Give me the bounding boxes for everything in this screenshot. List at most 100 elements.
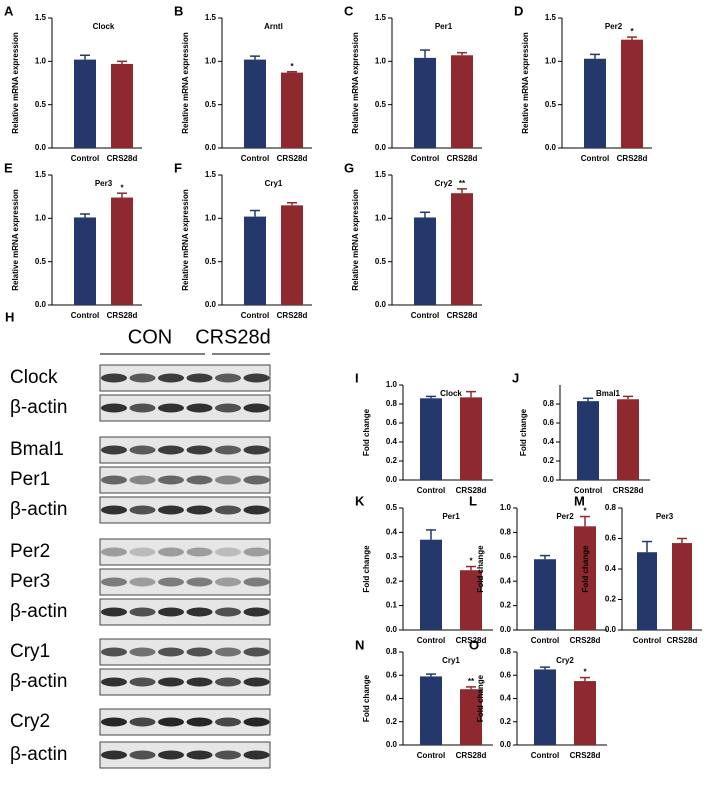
blot-band — [186, 717, 213, 727]
y-tick-label: 0.2 — [605, 595, 617, 604]
blot-band — [215, 373, 241, 383]
y-tick-label: 1.5 — [205, 170, 217, 179]
y-tick-label: 1.5 — [35, 170, 47, 179]
chart-title: Clock — [93, 22, 115, 31]
bar — [574, 526, 596, 630]
blot-strip — [99, 668, 271, 696]
y-tick-label: 0.6 — [500, 670, 512, 679]
blot-band — [243, 577, 270, 587]
y-tick-label: 0.8 — [605, 503, 617, 512]
x-tick-label: CRS28d — [447, 154, 478, 163]
bar — [281, 205, 303, 305]
y-axis-label: Relative mRNA expression — [181, 32, 190, 134]
bar — [451, 55, 473, 149]
significance: * — [630, 27, 634, 36]
blot-band — [243, 717, 270, 727]
blot-band — [101, 403, 127, 413]
blot-row-label: Cry2 — [10, 711, 50, 732]
y-tick-label: 0.2 — [386, 717, 398, 726]
x-tick-label: Control — [241, 311, 269, 320]
blot-band — [158, 607, 184, 617]
x-tick-label: CRS28d — [570, 636, 601, 645]
blot-band — [158, 717, 184, 727]
x-tick-label: CRS28d — [277, 154, 308, 163]
blot-row-label: β-actin — [10, 601, 67, 622]
panel-letter: I — [355, 370, 359, 385]
chart-title: Cry2 — [556, 656, 574, 665]
bar — [420, 398, 442, 480]
y-tick-label: 0.4 — [386, 528, 398, 537]
y-tick-label: 1.5 — [375, 170, 387, 179]
chart-title: Per2 — [605, 22, 623, 31]
bar — [534, 559, 556, 630]
y-tick-label: 0.2 — [500, 601, 512, 610]
panel-letter: O — [469, 637, 479, 652]
x-tick-label: Control — [417, 636, 445, 645]
blot-band — [101, 475, 127, 485]
y-axis-label: Relative mRNA expression — [521, 32, 530, 134]
blot-band — [186, 677, 213, 687]
x-tick-label: CRS28d — [617, 154, 648, 163]
blot-band — [186, 547, 213, 557]
blot-band — [158, 647, 184, 657]
y-tick-label: 0.6 — [543, 418, 555, 427]
bar — [451, 193, 473, 305]
bar — [74, 59, 96, 148]
y-tick-label: 0.0 — [35, 300, 47, 309]
blot-band — [158, 750, 184, 760]
y-tick-label: 1.5 — [375, 13, 387, 22]
blot-strip — [99, 568, 271, 596]
significance: * — [583, 507, 587, 516]
blot-band — [243, 505, 270, 515]
chart-title: Per1 — [435, 22, 453, 31]
blot-band — [158, 403, 184, 413]
blot-band — [129, 717, 156, 727]
x-tick-label: Control — [633, 636, 661, 645]
blot-row-label: β-actin — [10, 744, 67, 765]
y-tick-label: 0.5 — [375, 100, 387, 109]
y-tick-label: 0.0 — [386, 475, 398, 484]
x-tick-label: Control — [411, 154, 439, 163]
blot-row-label: β-actin — [10, 671, 67, 692]
bar — [74, 217, 96, 305]
blot-row-label: Cry1 — [10, 641, 50, 662]
blot-band — [186, 475, 213, 485]
panel-letter: L — [469, 493, 477, 508]
panel-letter: B — [174, 3, 183, 18]
bar — [460, 689, 482, 745]
blot-band — [186, 750, 213, 760]
bar — [574, 681, 596, 745]
blot-band — [243, 750, 270, 760]
blot-band — [186, 373, 213, 383]
x-tick-label: CRS28d — [107, 154, 138, 163]
y-tick-label: 0.0 — [500, 740, 512, 749]
y-tick-label: 0.8 — [386, 399, 398, 408]
significance: * — [120, 183, 124, 192]
y-axis-label: Relative mRNA expression — [181, 189, 190, 291]
blot-band — [129, 373, 156, 383]
y-tick-label: 0.8 — [386, 647, 398, 656]
blot-band — [129, 577, 156, 587]
bar — [420, 676, 442, 745]
significance: * — [469, 557, 473, 566]
y-axis-label: Fold change — [362, 408, 371, 456]
chart-title: Clock — [440, 389, 462, 398]
y-tick-label: 0.0 — [545, 143, 557, 152]
y-tick-label: 0.4 — [386, 437, 398, 446]
y-tick-label: 0.6 — [386, 670, 398, 679]
chart-title: Per3 — [95, 179, 113, 188]
blot-strip — [99, 638, 271, 666]
blot-band — [243, 373, 270, 383]
y-tick-label: 0.6 — [500, 552, 512, 561]
blot-band — [215, 475, 241, 485]
chart-title: Cry1 — [265, 179, 283, 188]
blot-row-label: β-actin — [10, 499, 67, 520]
blot-band — [215, 607, 241, 617]
x-tick-label: CRS28d — [277, 311, 308, 320]
blot-strip — [99, 496, 271, 524]
bar — [621, 39, 643, 148]
y-axis-label: Fold change — [581, 545, 590, 593]
bar — [281, 72, 303, 148]
blot-band — [129, 505, 156, 515]
